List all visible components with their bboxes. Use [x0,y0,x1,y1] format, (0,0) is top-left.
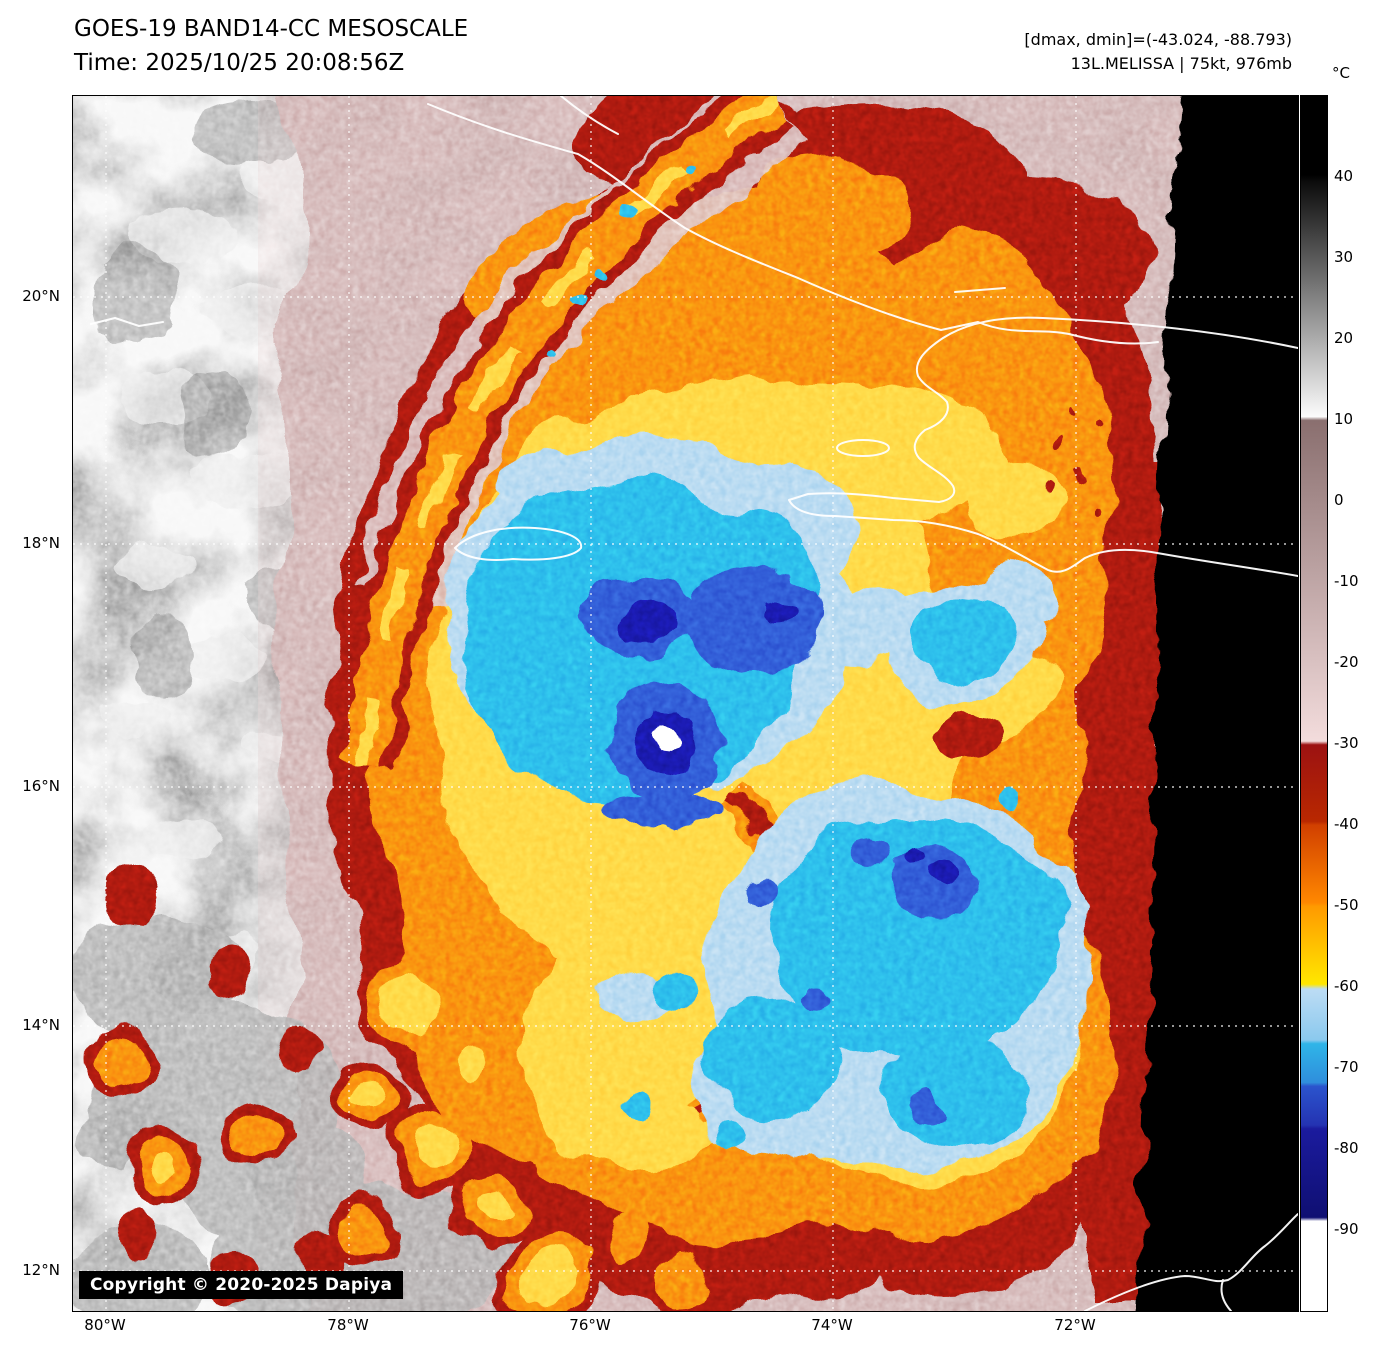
lon-tick-label: 78°W [327,1316,369,1334]
coastlines [90,96,1298,1311]
colorbar-tick-label: 30 [1334,248,1354,266]
grain-overlay [73,96,1298,1311]
cuba-north-coast-fragment [560,96,619,135]
colorbar-tick-label: 20 [1334,329,1354,347]
lon-tick-label: 80°W [84,1316,126,1334]
lat-tick-label: 18°N [22,534,60,552]
colorbar [1300,95,1328,1312]
timestamp: Time: 2025/10/25 20:08:56Z [74,50,405,76]
lat-tick-label: 16°N [22,777,60,795]
colorbar-gradient [1301,96,1327,1311]
satellite-imagery [73,96,1298,1311]
satellite-map: Copyright © 2020-2025 Dapiya [72,95,1299,1312]
colorbar-tick-label: -50 [1334,896,1359,914]
lat-tick-label: 20°N [22,287,60,305]
lat-tick-label: 14°N [22,1016,60,1034]
colorbar-tick-label: -90 [1334,1220,1359,1238]
lon-tick-label: 76°W [569,1316,611,1334]
latitude-axis: 20°N 18°N 16°N 14°N 12°N [0,95,64,1310]
hispaniola-coastline [788,316,1298,577]
lat-tick-label: 12°N [22,1261,60,1279]
south-america-spur [1220,1279,1232,1311]
colorbar-unit-label: °C [1332,64,1350,82]
colorbar-tick-label: -40 [1334,815,1359,833]
jamaica-coastline [454,526,583,561]
longitude-axis: 80°W 78°W 76°W 74°W 72°W [72,1316,1297,1346]
colorbar-tick-label: 0 [1334,491,1344,509]
tortue-island [954,287,1006,293]
colorbar-tick-label: -70 [1334,1058,1359,1076]
south-america-coastline [1084,1213,1298,1311]
no-data-region [1138,96,1298,1311]
colorbar-tick-label: -80 [1334,1139,1359,1157]
lon-tick-label: 74°W [811,1316,853,1334]
lon-tick-label: 72°W [1054,1316,1096,1334]
page-title: GOES-19 BAND14-CC MESOSCALE [74,16,469,42]
colorbar-tick-label: -10 [1334,572,1359,590]
colorbar-tick-label: -20 [1334,653,1359,671]
storm-intensity-readout: 13L.MELISSA | 75kt, 976mb [1070,54,1292,73]
west-island-fragment [90,317,164,327]
dmax-dmin-readout: [dmax, dmin]=(-43.024, -88.793) [1024,30,1292,49]
colorbar-tick-label: -60 [1334,977,1359,995]
cuba-coastline [427,103,1159,345]
colorbar-tick-label: -30 [1334,734,1359,752]
colorbar-tick-label: 10 [1334,410,1354,428]
copyright-badge: Copyright © 2020-2025 Dapiya [79,1271,404,1299]
gonave-island [836,439,890,457]
colorbar-tick-labels: 40 30 20 10 0 -10 -20 -30 -40 -50 -60 -70 -80 -90 [1334,95,1388,1310]
colorbar-tick-label: 40 [1334,167,1354,185]
